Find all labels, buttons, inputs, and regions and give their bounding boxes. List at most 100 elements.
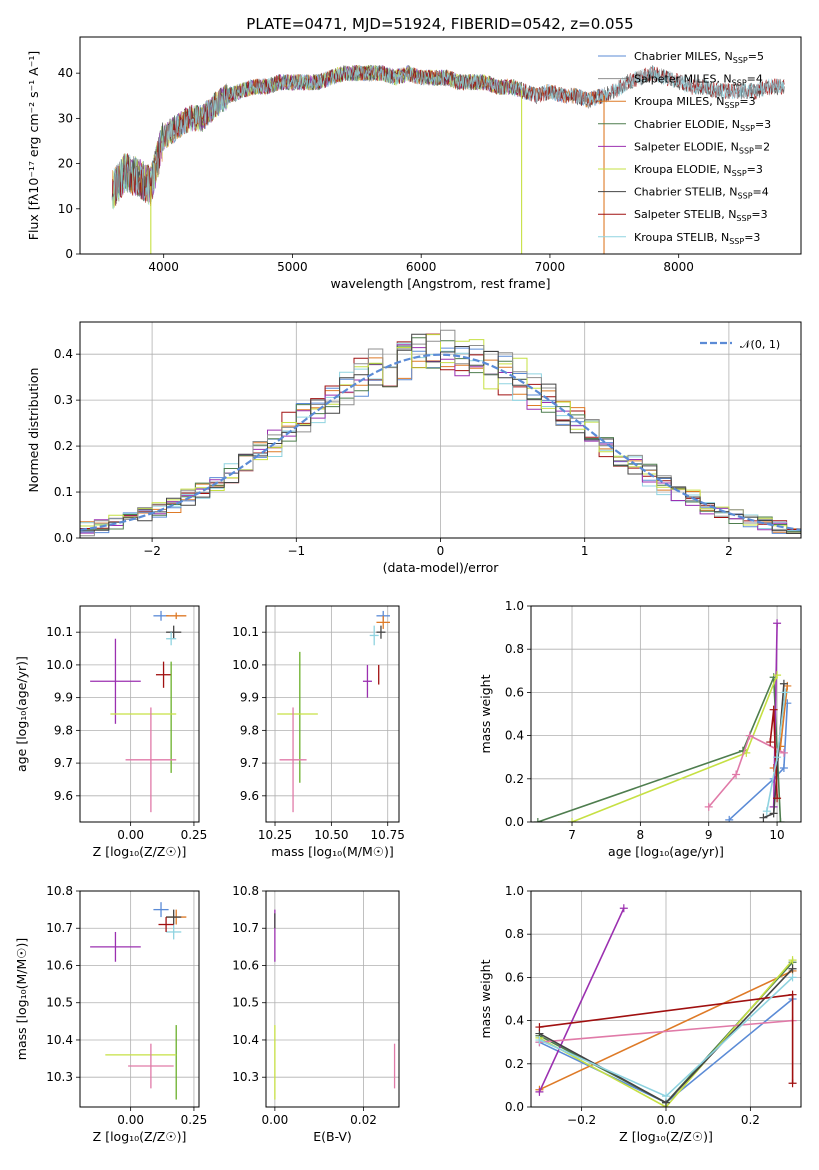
error-bars — [274, 909, 396, 1100]
legend-text: Kroupa MILES, N — [634, 95, 724, 108]
series-point — [779, 679, 788, 688]
x-axis-label: E(B-V) — [313, 1129, 352, 1144]
y-tick-label: 10.8 — [232, 884, 259, 898]
y-tick-label: 10.6 — [46, 958, 73, 972]
x-tick-label: 0.00 — [262, 1113, 289, 1127]
age-vs-metallicity-panel: 0.00 0.25 9.6 9.7 9.8 9.9 10.0 10.1 Z [log₁₀(Z/Z… — [14, 605, 207, 859]
series-line-pink — [708, 734, 785, 808]
y-tick-label: 9.8 — [54, 723, 73, 737]
legend-label: Chabrier ELODIE, NSSP=3 — [634, 118, 771, 133]
y-tick-label: 40 — [58, 66, 73, 80]
y-tick-label: 10.0 — [46, 658, 73, 672]
histogram-chabrier_stelib — [80, 333, 801, 534]
legend-text: Chabrier ELODIE, N — [634, 118, 740, 131]
y-tick-label: 9.7 — [240, 756, 259, 770]
legend-tail: =4 — [753, 186, 769, 199]
spectrum-chabrier_miles — [111, 64, 605, 206]
legend-label: Chabrier STELIB, NSSP=4 — [634, 186, 769, 201]
series-point — [776, 818, 785, 822]
legend-label: Kroupa STELIB, NSSP=3 — [634, 231, 760, 246]
legend-label: Kroupa ELODIE, NSSP=3 — [634, 163, 763, 178]
series-point — [535, 1087, 544, 1096]
legend-tail: =5 — [748, 50, 764, 63]
legend-text: Salpeter STELIB, N — [634, 208, 736, 221]
error-bars — [277, 610, 390, 813]
y-axis-label: mass weight — [478, 674, 493, 753]
x-tick-label: 5000 — [277, 260, 308, 274]
legend-sub: SSP — [736, 214, 751, 223]
legend-tail: =2 — [754, 140, 770, 153]
x-axis-label: mass [log₁₀(M/M☉)] — [271, 844, 393, 859]
age-vs-mass-panel: 10.25 10.50 10.75 9.6 9.7 9.8 9.9 10.0 10.1 mass … — [232, 605, 405, 859]
y-tick-label: 20 — [58, 157, 73, 171]
legend-sub: SSP — [732, 169, 747, 178]
y-tick-label: 9.9 — [240, 691, 259, 705]
axes-frame — [79, 890, 200, 1108]
series-point — [788, 990, 797, 999]
spectrum-kroupa_miles — [111, 65, 605, 209]
axes-frame — [265, 890, 400, 1108]
x-axis-label: age [log₁₀(age/yr)] — [608, 844, 724, 859]
x-axis-label: (data-model)/error — [383, 560, 500, 575]
x-tick-label: 0 — [437, 544, 445, 558]
series-point — [773, 671, 782, 680]
y-tick-label: 10.5 — [46, 996, 73, 1010]
x-tick-label: 8000 — [663, 260, 694, 274]
x-tick-label: 6000 — [406, 260, 437, 274]
y-tick-label: 0.3 — [54, 393, 73, 407]
x-tick-label: 10.75 — [371, 828, 405, 842]
x-tick-label: 2 — [725, 544, 733, 558]
y-tick-label: 0.6 — [505, 685, 524, 699]
y-tick-label: 0.8 — [505, 642, 524, 656]
legend-text: Salpeter MILES, N — [634, 73, 732, 86]
series-point — [773, 794, 782, 803]
legend-sub: SSP — [729, 237, 744, 246]
y-tick-label: 10.1 — [232, 625, 259, 639]
weight-vs-age-panel: 7 8 9 10 0.0 0.2 0.4 0.6 0.8 1.0 age [log₁₀(age/yr… — [478, 599, 802, 859]
y-axis-label: age [log₁₀(age/yr)] — [14, 656, 29, 772]
y-axis-label: Normed distribution — [26, 368, 41, 493]
y-tick-label: 0.6 — [505, 970, 524, 984]
y-tick-label: 10.7 — [232, 921, 259, 935]
y-tick-label: 0.1 — [54, 485, 73, 499]
series-point — [788, 964, 797, 973]
series-point — [619, 904, 628, 913]
legend-text: Kroupa ELODIE, N — [634, 163, 732, 176]
y-tick-label: 9.6 — [240, 789, 259, 803]
legend-label: Chabrier MILES, NSSP=5 — [634, 50, 764, 65]
axes-frame — [79, 36, 802, 255]
histogram-salpeter_miles — [80, 329, 801, 537]
series-point — [769, 809, 778, 818]
y-tick-label: 0 — [65, 247, 73, 261]
x-tick-label: 0.25 — [181, 1113, 208, 1127]
x-tick-label: −0.2 — [567, 1113, 596, 1127]
y-tick-label: 10.8 — [46, 884, 73, 898]
series-line-kroupa_elodie — [539, 959, 794, 1107]
y-axis-label: Flux [fλ10⁻¹⁷ erg cm⁻² s⁻¹ A⁻¹] — [26, 51, 41, 240]
legend-text: Salpeter ELODIE, N — [634, 140, 739, 153]
y-tick-label: 10.4 — [232, 1033, 259, 1047]
y-tick-label: 1.0 — [505, 599, 524, 613]
spectrum-panel: 4000 5000 6000 7000 8000 0 10 20 30 40 wavelength … — [26, 36, 802, 291]
series-point — [788, 973, 797, 982]
y-tick-label: 1.0 — [505, 884, 524, 898]
series-point — [773, 619, 782, 628]
legend-tail: =3 — [755, 118, 771, 131]
legend-text: Chabrier MILES, N — [634, 50, 733, 63]
legend-sub: SSP — [738, 192, 753, 201]
y-axis-label: mass [log₁₀(M/M☉)] — [14, 938, 29, 1060]
y-tick-label: 0.4 — [505, 1014, 524, 1028]
series-point — [779, 764, 788, 772]
x-tick-label: 0.2 — [741, 1113, 760, 1127]
axes-frame — [530, 605, 802, 823]
legend-label: 𝒩(0, 1) — [740, 338, 780, 351]
legend-tail: =3 — [751, 208, 767, 221]
error-bars — [90, 902, 187, 1100]
x-axis-label: Z [log₁₀(Z/Z☉)] — [619, 1129, 713, 1144]
error-bars — [90, 610, 187, 813]
legend-text: Kroupa STELIB, N — [634, 231, 729, 244]
y-tick-label: 0.2 — [505, 772, 524, 786]
x-tick-label: 4000 — [148, 260, 179, 274]
series-point — [568, 818, 577, 822]
histograms — [80, 329, 801, 537]
